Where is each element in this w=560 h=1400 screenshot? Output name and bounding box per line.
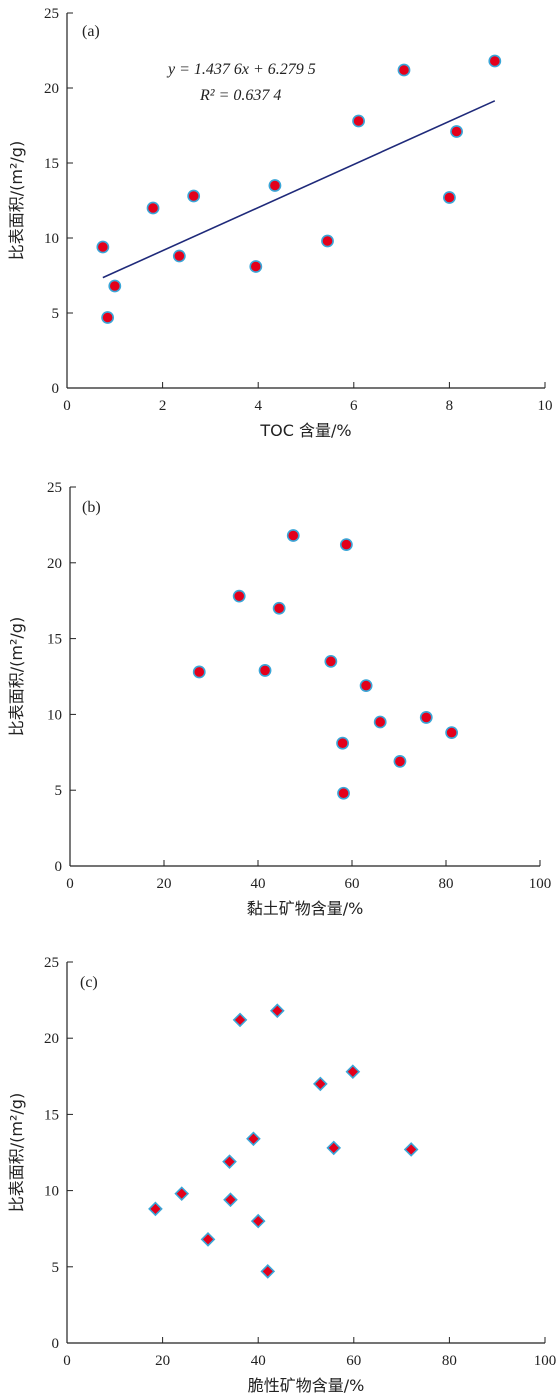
- x-tick-label: 40: [251, 876, 266, 892]
- x-tick-label: 100: [529, 876, 552, 892]
- data-point-10: [352, 114, 365, 128]
- data-point-13: [450, 125, 463, 138]
- regression-line: [102, 100, 496, 279]
- x-tick-label: 80: [442, 1353, 457, 1369]
- y-tick-label: 20: [44, 1031, 59, 1047]
- y-axis-label: 比表面积/(m²/g): [7, 617, 26, 736]
- y-axis-label: 比表面积/(m²/g): [7, 141, 26, 260]
- x-tick-label: 0: [63, 1353, 71, 1369]
- y-tick-label: 5: [52, 1260, 60, 1276]
- data-point-3: [200, 1232, 216, 1247]
- data-point-6: [232, 1012, 248, 1028]
- x-tick-label: 6: [350, 398, 358, 414]
- data-point-9: [260, 1264, 276, 1279]
- data-point-2: [174, 1186, 190, 1201]
- data-point-11: [313, 1076, 328, 1092]
- data-point-2: [101, 311, 115, 324]
- y-tick-label: 0: [55, 859, 63, 875]
- data-point-10: [359, 679, 373, 692]
- data-point-9: [321, 234, 334, 248]
- data-point-12: [393, 754, 407, 768]
- y-tick-label: 10: [47, 707, 62, 723]
- data-point-12: [442, 191, 456, 204]
- panel-label: (b): [82, 499, 101, 516]
- x-tick-label: 0: [63, 398, 71, 414]
- data-point-6: [187, 189, 201, 203]
- y-tick-label: 5: [52, 306, 60, 322]
- data-point-10: [269, 1003, 285, 1019]
- y-tick-label: 20: [47, 556, 62, 572]
- data-point-14: [488, 54, 502, 68]
- x-tick-label: 0: [66, 876, 74, 892]
- y-tick-label: 25: [44, 955, 59, 971]
- r-squared-label: R² = 0.637 4: [199, 87, 281, 104]
- data-point-1: [148, 1201, 163, 1217]
- x-tick-label: 40: [251, 1353, 266, 1369]
- scatter-panel-a: 0 5 10 15 20 25 0 2 4 6 8 10 TOC 含量/% 比表面积/(m²/g) (a) y…: [7, 6, 553, 440]
- y-tick-label: 25: [47, 480, 62, 496]
- y-tick-label: 25: [44, 6, 59, 22]
- data-point-13: [419, 711, 433, 724]
- data-point-7: [246, 1131, 261, 1147]
- x-axis-label: 脆性矿物含量/%: [248, 1376, 365, 1395]
- data-point-3: [108, 279, 122, 293]
- x-tick-label: 20: [157, 876, 172, 892]
- y-tick-label: 0: [52, 381, 60, 397]
- data-point-5: [223, 1192, 238, 1208]
- y-tick-label: 20: [44, 81, 59, 97]
- x-axis-label: 黏土矿物含量/%: [247, 899, 364, 918]
- y-tick-label: 10: [44, 1184, 59, 1200]
- data-point-14: [403, 1142, 419, 1157]
- data-point-8: [250, 1213, 266, 1229]
- y-tick-label: 0: [52, 1336, 60, 1352]
- x-tick-label: 10: [538, 398, 553, 414]
- x-axis-label: TOC 含量/%: [259, 421, 351, 440]
- data-point-6: [324, 654, 338, 668]
- data-point-1: [96, 240, 110, 254]
- data-point-14: [445, 726, 459, 739]
- data-point-5: [286, 529, 300, 542]
- data-point-4: [222, 1154, 237, 1169]
- x-tick-label: 20: [155, 1353, 170, 1369]
- y-tick-label: 15: [44, 156, 59, 172]
- data-point-13: [345, 1064, 361, 1080]
- data-point-11: [373, 715, 387, 729]
- data-point-3: [258, 664, 272, 677]
- regression-equation: y = 1.437 6x + 6.279 5: [166, 61, 316, 78]
- data-point-8: [268, 179, 282, 192]
- data-point-4: [272, 601, 286, 615]
- data-point-8: [337, 786, 350, 800]
- data-point-9: [339, 538, 353, 552]
- data-point-7: [249, 260, 263, 273]
- panel-label: (c): [80, 974, 98, 991]
- data-point-5: [172, 249, 186, 263]
- y-tick-label: 5: [55, 783, 63, 799]
- data-point-1: [192, 665, 206, 679]
- x-tick-label: 100: [534, 1353, 557, 1369]
- x-tick-label: 60: [345, 876, 360, 892]
- x-tick-label: 2: [159, 398, 167, 414]
- x-tick-label: 60: [346, 1353, 361, 1369]
- data-point-7: [336, 736, 349, 750]
- y-axis-label: 比表面积/(m²/g): [7, 1093, 26, 1212]
- panel-label: (a): [82, 23, 100, 40]
- data-point-2: [232, 589, 246, 603]
- x-tick-label: 80: [439, 876, 454, 892]
- data-point-4: [146, 201, 160, 215]
- y-tick-label: 10: [44, 231, 59, 247]
- scatter-panel-b: 0 5 10 15 20 25 0 20 40 60 80 100 黏土矿物含量/% 比表面积/(m²/g…: [7, 480, 551, 918]
- x-tick-label: 8: [446, 398, 454, 414]
- data-point-12: [326, 1140, 342, 1156]
- y-tick-label: 15: [47, 632, 62, 648]
- y-tick-label: 15: [44, 1107, 59, 1123]
- scatter-panel-c: 0 5 10 15 20 25 0 20 40 60 80 100 脆性矿物含量/% 比表面积/(m²/g…: [7, 955, 556, 1395]
- x-tick-label: 4: [254, 398, 262, 414]
- data-point-11: [397, 63, 411, 77]
